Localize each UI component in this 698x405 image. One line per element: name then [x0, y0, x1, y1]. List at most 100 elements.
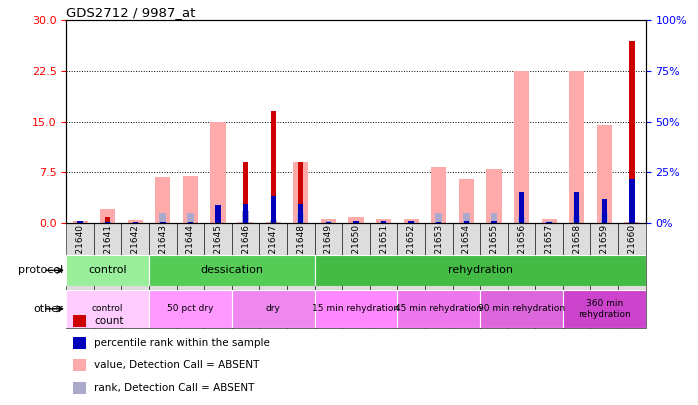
- Bar: [569, 71, 584, 223]
- Text: GDS2712 / 9987_at: GDS2712 / 9987_at: [66, 6, 195, 19]
- Bar: [597, 125, 612, 223]
- Bar: [149, 223, 177, 328]
- Bar: [431, 167, 446, 223]
- Bar: [232, 290, 315, 328]
- Bar: [205, 223, 232, 328]
- Bar: [601, 213, 608, 223]
- Bar: [480, 223, 507, 328]
- Bar: [73, 222, 88, 223]
- Bar: [547, 222, 551, 223]
- Bar: [105, 222, 110, 223]
- Text: rank, Detection Call = ABSENT: rank, Detection Call = ABSENT: [94, 383, 255, 392]
- Bar: [132, 222, 139, 223]
- Bar: [100, 209, 115, 223]
- Bar: [321, 220, 336, 223]
- Text: control: control: [89, 265, 127, 275]
- Bar: [149, 255, 315, 286]
- Bar: [353, 221, 359, 223]
- Bar: [408, 221, 414, 223]
- Bar: [266, 222, 281, 223]
- Bar: [271, 111, 276, 223]
- Bar: [77, 222, 84, 223]
- Bar: [480, 290, 563, 328]
- Bar: [403, 220, 419, 223]
- Bar: [315, 223, 342, 328]
- Text: 15 min rehydration: 15 min rehydration: [313, 304, 399, 313]
- Bar: [618, 223, 646, 328]
- Bar: [149, 290, 232, 328]
- Bar: [177, 223, 205, 328]
- Bar: [542, 220, 557, 223]
- Bar: [463, 213, 470, 223]
- Bar: [397, 290, 480, 328]
- Bar: [77, 221, 83, 223]
- Bar: [487, 169, 501, 223]
- Bar: [452, 223, 480, 328]
- Bar: [326, 222, 331, 223]
- Bar: [183, 175, 198, 223]
- Bar: [563, 290, 646, 328]
- Bar: [159, 213, 166, 223]
- Bar: [105, 217, 110, 223]
- Bar: [216, 205, 221, 223]
- Bar: [376, 220, 391, 223]
- Bar: [591, 223, 618, 328]
- Bar: [298, 203, 304, 223]
- Bar: [602, 200, 607, 223]
- Bar: [629, 40, 634, 223]
- Bar: [66, 223, 94, 328]
- Bar: [342, 223, 370, 328]
- Bar: [381, 221, 386, 223]
- Bar: [629, 179, 634, 223]
- Bar: [573, 215, 580, 223]
- Bar: [161, 222, 165, 223]
- Bar: [370, 223, 397, 328]
- Bar: [535, 223, 563, 328]
- Text: percentile rank within the sample: percentile rank within the sample: [94, 338, 270, 348]
- Bar: [94, 223, 121, 328]
- Bar: [459, 179, 474, 223]
- Text: 50 pct dry: 50 pct dry: [168, 304, 214, 313]
- Bar: [348, 217, 364, 223]
- Bar: [187, 213, 194, 223]
- Bar: [574, 192, 579, 223]
- Bar: [287, 223, 315, 328]
- Text: dry: dry: [266, 304, 281, 313]
- Bar: [352, 221, 359, 223]
- Bar: [243, 203, 248, 223]
- Bar: [628, 222, 635, 223]
- Bar: [238, 222, 253, 223]
- Bar: [563, 223, 591, 328]
- Bar: [133, 222, 138, 223]
- Bar: [491, 213, 498, 223]
- Bar: [128, 220, 143, 223]
- Bar: [325, 221, 332, 223]
- Text: 45 min rehydration: 45 min rehydration: [395, 304, 482, 313]
- Bar: [214, 220, 221, 223]
- Bar: [380, 221, 387, 223]
- Text: 360 min
rehydration: 360 min rehydration: [578, 299, 631, 318]
- Bar: [260, 223, 287, 328]
- Bar: [491, 221, 496, 223]
- Bar: [546, 221, 553, 223]
- Text: other: other: [33, 304, 63, 314]
- Bar: [104, 221, 111, 223]
- Bar: [293, 162, 309, 223]
- Bar: [315, 255, 646, 286]
- Bar: [518, 217, 525, 223]
- Bar: [436, 222, 441, 223]
- Text: dessication: dessication: [200, 265, 263, 275]
- Bar: [298, 162, 304, 223]
- Bar: [188, 222, 193, 223]
- Bar: [397, 223, 425, 328]
- Bar: [624, 222, 639, 223]
- Bar: [315, 290, 397, 328]
- Bar: [66, 290, 149, 328]
- Bar: [211, 122, 225, 223]
- Bar: [155, 177, 170, 223]
- Bar: [270, 220, 276, 223]
- Bar: [436, 213, 442, 223]
- Text: rehydration: rehydration: [447, 265, 512, 275]
- Bar: [425, 223, 452, 328]
- Bar: [243, 162, 248, 223]
